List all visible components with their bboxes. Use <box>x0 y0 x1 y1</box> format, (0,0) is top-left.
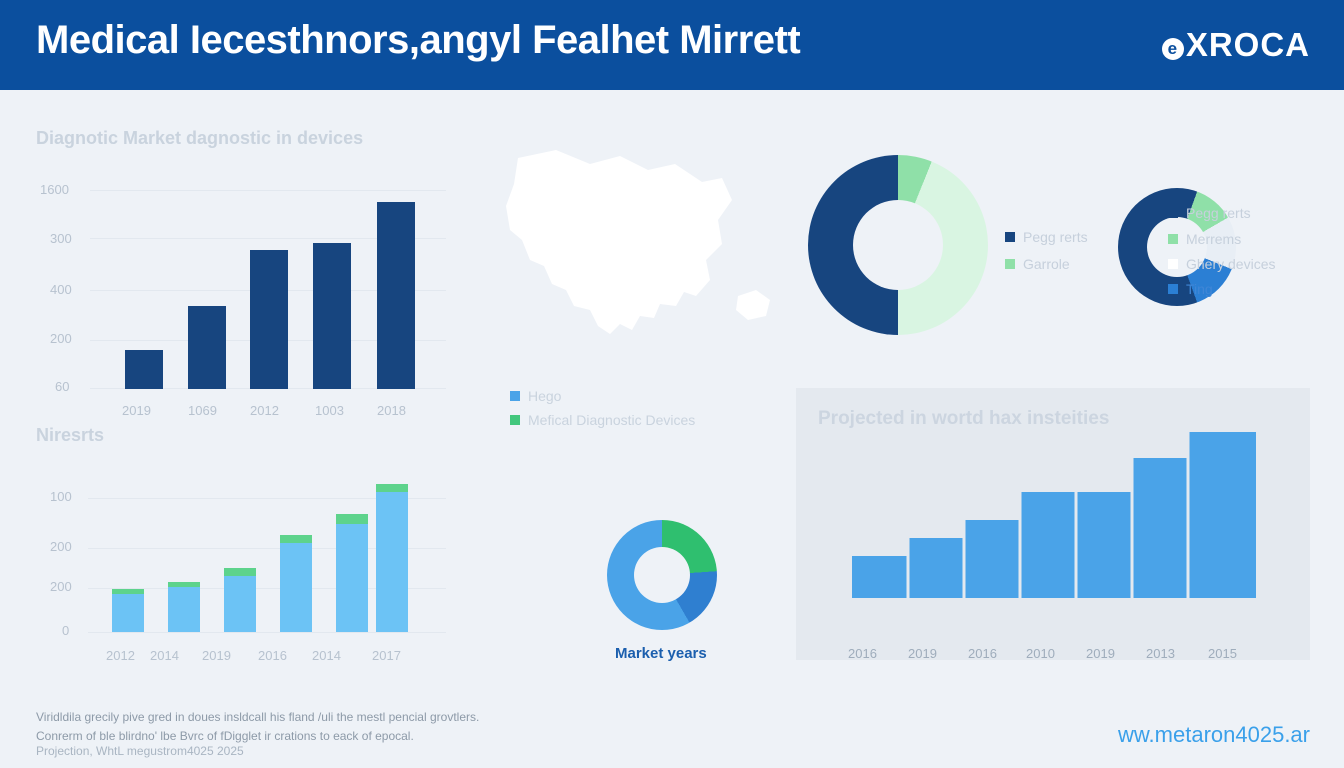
bar <box>377 202 415 389</box>
donut-top-legend-item-0: Pegg rerts <box>1005 229 1088 245</box>
projected-world-index-panel: Projected in wortd hax insteities 2016 2… <box>796 388 1310 661</box>
legend-swatch-icon <box>1005 259 1015 269</box>
brand-logo: e XROCA <box>1161 26 1310 64</box>
legend-swatch-icon <box>1168 234 1178 244</box>
bar-top-title: Diagnotic Market dagnostic in devices <box>36 128 364 148</box>
donut-top-legend-item-1: Garrole <box>1005 256 1070 272</box>
bar-segment <box>168 587 200 632</box>
donut-small-legend-item-3: Ting <box>1168 281 1213 297</box>
x-tick: 2010 <box>1026 646 1055 661</box>
donut-small-legend-item-1: Merrems <box>1168 231 1241 247</box>
x-tick: 2019 <box>908 646 937 661</box>
bar <box>125 350 163 389</box>
x-tick: 2014 <box>312 648 341 663</box>
bar-segment <box>112 594 144 632</box>
y-tick: 200 <box>50 579 72 594</box>
gridline <box>88 548 446 549</box>
footnote-line-2: Conrerm of ble blirdno' lbe Bvrc of fDig… <box>36 729 414 743</box>
legend-label: Pegg rerts <box>1186 205 1251 221</box>
donut-hole <box>634 547 690 603</box>
y-tick: 0 <box>62 623 70 638</box>
x-tick: 2019 <box>1086 646 1115 661</box>
footnote-line-1: Viridldila grecily pive gred in doues in… <box>36 710 480 724</box>
x-tick: 2019 <box>202 648 231 663</box>
legend-label: Pegg rerts <box>1023 229 1088 245</box>
y-tick: 200 <box>50 539 72 554</box>
legend-label: Ting <box>1186 281 1213 297</box>
y-tick: 1600 <box>40 182 69 197</box>
bar-segment <box>336 524 368 632</box>
site-url-link[interactable]: ww.metaron4025.ar <box>1118 722 1310 747</box>
bar-segment <box>280 535 312 543</box>
x-tick: 2014 <box>150 648 179 663</box>
area-panel-title: Projected in wortd hax insteities <box>818 408 1110 429</box>
bar <box>250 250 288 389</box>
x-tick: 2018 <box>377 403 406 418</box>
donut-small-legend-item-2: Ghery devices <box>1168 256 1275 272</box>
x-tick: 2013 <box>1146 646 1175 661</box>
brand-name: XROCA <box>1185 26 1310 63</box>
bar-segment <box>112 589 144 594</box>
gridline <box>88 588 446 589</box>
x-tick: 2012 <box>250 403 279 418</box>
legend-label: Ghery devices <box>1186 256 1276 272</box>
x-tick: 2017 <box>372 648 401 663</box>
x-tick: 2016 <box>848 646 877 661</box>
gridline <box>90 238 446 239</box>
y-tick: 400 <box>50 282 72 297</box>
map-legend-item-0: Hego <box>510 388 561 404</box>
legend-swatch-icon <box>510 391 520 401</box>
brand-mark-icon: e <box>1161 38 1184 60</box>
map-shape-icon <box>506 150 770 334</box>
bar <box>188 306 226 389</box>
bar-segment <box>168 582 200 587</box>
x-tick: 1003 <box>315 403 344 418</box>
legend-swatch-icon <box>1005 232 1015 242</box>
area-step-chart <box>852 432 1256 598</box>
gridline <box>88 632 446 633</box>
bar <box>313 243 351 389</box>
bar-segment <box>336 514 368 524</box>
legend-swatch-icon <box>1168 208 1178 218</box>
donut-bottom-caption: Market years <box>615 645 707 662</box>
x-tick: 2016 <box>258 648 287 663</box>
y-tick: 300 <box>50 231 72 246</box>
bar-segment <box>376 484 408 492</box>
bar-segment <box>376 492 408 632</box>
x-tick: 2015 <box>1208 646 1237 661</box>
bar-bottom-title: Niresrts <box>36 425 105 445</box>
x-tick: 1069 <box>188 403 217 418</box>
x-tick: 2016 <box>968 646 997 661</box>
page-header: Medical Iecesthnors,angyl Fealhet Mirret… <box>0 0 1344 90</box>
legend-swatch-icon <box>510 415 520 425</box>
gridline <box>90 190 446 191</box>
y-tick: 60 <box>55 379 70 394</box>
bar-segment <box>224 568 256 576</box>
legend-label: Hego <box>528 388 562 404</box>
legend-label: Merrems <box>1186 231 1242 247</box>
page-title: Medical Iecesthnors,angyl Fealhet Mirret… <box>36 18 801 62</box>
x-tick: 2012 <box>106 648 135 663</box>
bar-segment <box>224 576 256 632</box>
region-map: Hego Mefical Diagnostic Devices <box>470 120 800 428</box>
legend-label: Garrole <box>1023 256 1070 272</box>
donut-small-legend-item-0: Pegg rerts <box>1168 205 1251 221</box>
donut-hole <box>853 200 943 290</box>
y-tick: 200 <box>50 331 72 346</box>
footnote-line-3: Projection, WhtL megustrom4025 2025 <box>36 744 244 758</box>
map-legend-item-1: Mefical Diagnostic Devices <box>510 412 695 428</box>
legend-swatch-icon <box>1168 284 1178 294</box>
legend-swatch-icon <box>1168 259 1178 269</box>
bar-segment <box>280 543 312 632</box>
gridline <box>88 498 446 499</box>
y-tick: 100 <box>50 489 72 504</box>
x-tick: 2019 <box>122 403 151 418</box>
legend-label: Mefical Diagnostic Devices <box>528 412 696 428</box>
